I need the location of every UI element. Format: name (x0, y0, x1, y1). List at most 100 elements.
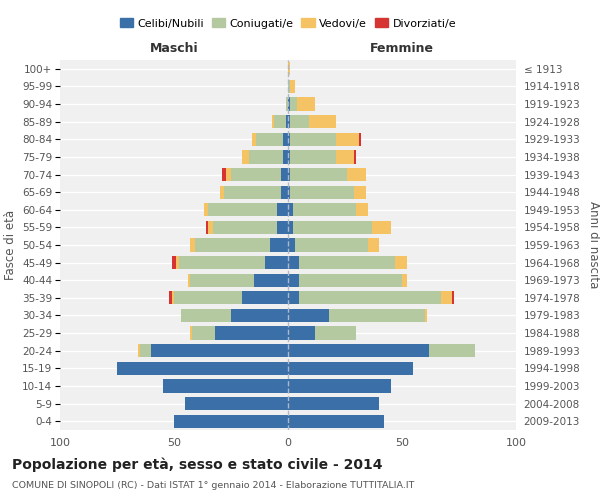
Bar (286, 98, 288, 110)
Bar (251, 132, 256, 146)
Bar (288, 203, 293, 216)
Bar (222, 168, 226, 181)
Bar (185, 397, 288, 410)
Bar (402, 274, 407, 287)
Bar (265, 256, 288, 269)
Text: COMUNE DI SINOPOLI (RC) - Dati ISTAT 1° gennaio 2014 - Elaborazione TUTTITALIA.I: COMUNE DI SINOPOLI (RC) - Dati ISTAT 1° … (12, 481, 415, 490)
Bar (169, 291, 172, 304)
Bar (299, 256, 395, 269)
Bar (274, 115, 286, 128)
Bar (373, 221, 391, 234)
Bar (190, 326, 192, 340)
Bar (356, 203, 368, 216)
Bar (151, 344, 288, 358)
Bar (299, 274, 402, 287)
Bar (288, 98, 290, 110)
Bar (316, 326, 356, 340)
Bar (231, 168, 281, 181)
Bar (290, 115, 308, 128)
Bar (179, 256, 265, 269)
Bar (256, 132, 283, 146)
Bar (336, 132, 359, 146)
Bar (288, 309, 329, 322)
Bar (208, 203, 277, 216)
Bar (270, 238, 288, 252)
Bar (290, 132, 336, 146)
Bar (242, 150, 249, 164)
Bar (395, 256, 407, 269)
Bar (288, 132, 290, 146)
Bar (359, 132, 361, 146)
Bar (290, 80, 295, 93)
Bar (190, 274, 254, 287)
Bar (290, 186, 354, 198)
Bar (286, 115, 288, 128)
Bar (288, 362, 413, 375)
Bar (226, 168, 231, 181)
Bar (203, 203, 208, 216)
Bar (293, 221, 373, 234)
Bar (441, 291, 452, 304)
Bar (137, 344, 140, 358)
Bar (283, 132, 288, 146)
Legend: Celibi/Nubili, Coniugati/e, Vedovi/e, Divorziati/e: Celibi/Nubili, Coniugati/e, Vedovi/e, Di… (115, 14, 461, 33)
Bar (290, 98, 297, 110)
Bar (430, 344, 475, 358)
Bar (277, 203, 288, 216)
Bar (299, 291, 441, 304)
Bar (231, 309, 288, 322)
Y-axis label: Fasce di età: Fasce di età (4, 210, 17, 280)
Bar (336, 150, 354, 164)
Bar (288, 344, 430, 358)
Bar (288, 80, 290, 93)
Bar (288, 414, 384, 428)
Bar (174, 414, 288, 428)
Bar (172, 256, 176, 269)
Bar (254, 274, 288, 287)
Bar (288, 380, 391, 392)
Bar (242, 291, 288, 304)
Bar (288, 274, 299, 287)
Bar (329, 309, 425, 322)
Bar (293, 203, 356, 216)
Bar (181, 309, 231, 322)
Bar (281, 186, 288, 198)
Bar (290, 168, 347, 181)
Bar (288, 238, 295, 252)
Bar (190, 238, 194, 252)
Bar (249, 150, 283, 164)
Bar (288, 291, 299, 304)
Bar (288, 256, 299, 269)
Bar (288, 326, 316, 340)
Bar (272, 115, 274, 128)
Bar (288, 62, 290, 76)
Bar (288, 150, 290, 164)
Bar (283, 150, 288, 164)
Bar (194, 238, 270, 252)
Bar (354, 186, 365, 198)
Bar (215, 326, 288, 340)
Bar (288, 168, 290, 181)
Text: Popolazione per età, sesso e stato civile - 2014: Popolazione per età, sesso e stato civil… (12, 458, 383, 472)
Text: Femmine: Femmine (370, 42, 434, 54)
Bar (224, 186, 281, 198)
Y-axis label: Anni di nascita: Anni di nascita (587, 202, 600, 288)
Bar (425, 309, 427, 322)
Bar (308, 115, 336, 128)
Bar (288, 221, 293, 234)
Bar (288, 397, 379, 410)
Bar (192, 326, 215, 340)
Bar (176, 256, 179, 269)
Bar (277, 221, 288, 234)
Bar (297, 98, 316, 110)
Bar (281, 168, 288, 181)
Bar (354, 150, 356, 164)
Bar (188, 274, 190, 287)
Bar (288, 115, 290, 128)
Bar (347, 168, 365, 181)
Bar (452, 291, 454, 304)
Bar (140, 344, 151, 358)
Bar (368, 238, 379, 252)
Bar (290, 150, 336, 164)
Bar (172, 291, 174, 304)
